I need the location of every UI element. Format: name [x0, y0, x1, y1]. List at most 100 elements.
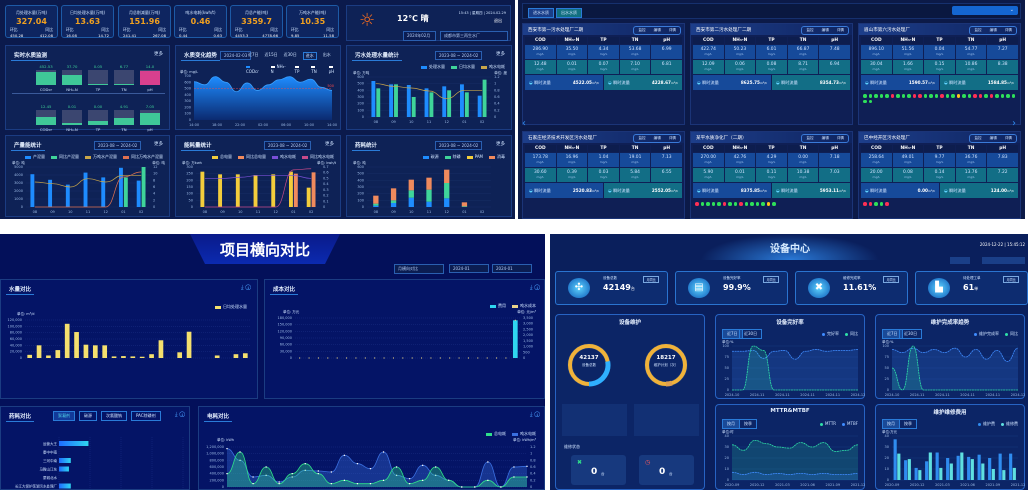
start-month-picker[interactable]: 2024-01 — [449, 264, 489, 273]
legend-item[interactable]: NH₃-N — [270, 64, 286, 74]
status-dot[interactable] — [940, 94, 944, 98]
status-dot[interactable] — [912, 94, 916, 98]
legend-item[interactable]: 完好率 — [822, 331, 839, 337]
detail-button[interactable]: 详情 — [1004, 28, 1012, 32]
plant-name[interactable]: 西安市第二污水处理厂二期 — [696, 28, 752, 33]
filter-select[interactable] — [950, 257, 970, 264]
legend-item[interactable]: PAM — [466, 154, 483, 160]
legend-item[interactable]: 日均水量 — [451, 64, 475, 70]
more-button[interactable]: 更多 — [154, 142, 163, 147]
status-dot[interactable] — [750, 202, 754, 206]
status-dot[interactable] — [863, 99, 867, 103]
edit-button[interactable]: 编辑 — [989, 136, 997, 140]
period-tab[interactable]: 按季 — [739, 419, 757, 429]
status-dot[interactable] — [868, 99, 872, 103]
status-dot[interactable] — [989, 94, 993, 98]
status-dot[interactable] — [874, 94, 878, 98]
legend-item[interactable]: 碳源 — [422, 154, 439, 160]
legend-item[interactable]: 同比产泥量 — [51, 154, 79, 160]
prev-arrow-icon[interactable]: ‹ — [522, 118, 526, 129]
plant-name[interactable]: 西安市第一污水处理厂二期 — [528, 28, 584, 33]
status-dot[interactable] — [929, 94, 933, 98]
status-dot[interactable] — [728, 202, 732, 206]
status-dot[interactable] — [984, 94, 988, 98]
status-dot[interactable] — [1000, 94, 1004, 98]
status-dot[interactable] — [962, 94, 966, 98]
status-dot[interactable] — [1011, 94, 1015, 98]
next-arrow-icon[interactable]: › — [1012, 118, 1016, 129]
legend-item[interactable]: 维护费 — [978, 421, 995, 427]
trend-filter-button[interactable]: 进水 — [302, 52, 317, 60]
trend-filter-button[interactable]: 出水 — [322, 52, 331, 57]
download-icon[interactable]: ⤓ ⓘ — [529, 411, 540, 418]
monitor-button[interactable]: 监控 — [806, 136, 814, 140]
status-dot[interactable] — [978, 94, 982, 98]
status-dot[interactable] — [945, 94, 949, 98]
download-icon[interactable]: ⤓ ⓘ — [529, 284, 540, 291]
legend-item[interactable]: MTTR — [820, 421, 836, 426]
monitor-button[interactable]: 监控 — [974, 136, 982, 140]
period-tab[interactable]: 按季 — [899, 419, 917, 429]
period-tab[interactable]: 近30日 — [739, 329, 763, 339]
status-dot[interactable] — [967, 94, 971, 98]
status-dot[interactable] — [885, 202, 889, 206]
mode-select[interactable]: 月横向对比 — [394, 264, 444, 274]
status-dot[interactable] — [901, 94, 905, 98]
detail-button[interactable]: 详情 — [1004, 136, 1012, 140]
legend-item[interactable]: pH — [328, 64, 340, 74]
plant-name[interactable]: 石家庄经济技术开发区污水处理厂 — [528, 136, 597, 141]
drug-tab[interactable]: 次氯酸钠 — [101, 411, 127, 421]
monitor-button[interactable]: 监控 — [638, 28, 646, 32]
legend-item[interactable]: 同比 — [845, 331, 858, 337]
plant-name[interactable]: 巴中经开区污水处理厂 — [864, 136, 910, 141]
status-dot[interactable] — [973, 94, 977, 98]
status-dot[interactable] — [722, 202, 726, 206]
logout-button[interactable]: 退出 — [494, 18, 502, 23]
plant-select[interactable]: 成都市第三再生水厂 — [440, 31, 508, 41]
plant-select[interactable]: ⌄ — [952, 6, 1018, 15]
more-button[interactable]: 更多 — [154, 52, 163, 57]
status-dot[interactable] — [918, 94, 922, 98]
monitor-button[interactable]: 监控 — [974, 28, 982, 32]
legend-item[interactable]: 同比总电量 — [238, 154, 266, 160]
status-dot[interactable] — [695, 202, 699, 206]
date-picker[interactable]: 2024-02-03 — [220, 51, 252, 60]
legend-item[interactable]: 维护完成率 — [974, 331, 999, 337]
drug-tab[interactable]: PAC除磷剂 — [131, 411, 161, 421]
download-icon[interactable]: ⤓ ⓘ — [240, 284, 251, 291]
status-dot[interactable] — [995, 94, 999, 98]
status-dot[interactable] — [863, 202, 867, 206]
more-button[interactable]: 更多 — [496, 142, 505, 147]
legend-item[interactable]: MTBF — [842, 421, 858, 426]
status-dot[interactable] — [934, 94, 938, 98]
plant-name[interactable]: 某平水质净化厂（二期） — [696, 136, 747, 141]
status-dot[interactable] — [1006, 94, 1010, 98]
edit-button[interactable]: 编辑 — [989, 28, 997, 32]
legend-item[interactable]: 处理水量 — [421, 64, 445, 70]
legend-item[interactable]: TN — [311, 64, 322, 74]
period-tab[interactable]: 近30日 — [899, 329, 923, 339]
date-range-picker[interactable]: 2023-08 ~ 2024-02 — [435, 51, 483, 60]
drug-tab[interactable]: 碳源 — [79, 411, 97, 421]
legend-item[interactable]: 同比万吨水产泥量 — [123, 154, 163, 160]
detail-button[interactable]: 详情 — [836, 136, 844, 140]
edit-button[interactable]: 编辑 — [653, 136, 661, 140]
monitor-button[interactable]: 监控 — [806, 28, 814, 32]
status-dot[interactable] — [863, 94, 867, 98]
detail-button[interactable]: 详情 — [668, 136, 676, 140]
year-select[interactable] — [982, 257, 1025, 264]
tab-inflow[interactable]: 进水水质 — [528, 8, 554, 18]
status-dot[interactable] — [879, 202, 883, 206]
status-dot[interactable] — [744, 202, 748, 206]
status-dot[interactable] — [874, 202, 878, 206]
legend-item[interactable]: 同比吨水电耗 — [302, 154, 334, 160]
edit-button[interactable]: 编辑 — [821, 136, 829, 140]
legend-item[interactable]: 同比 — [1005, 331, 1018, 337]
monitor-button[interactable]: 监控 — [638, 136, 646, 140]
edit-button[interactable]: 编辑 — [821, 28, 829, 32]
status-dot[interactable] — [868, 94, 872, 98]
legend-item[interactable]: 万吨水产泥量 — [85, 154, 117, 160]
status-dot[interactable] — [706, 202, 710, 206]
date-range-picker[interactable]: 2023-08 ~ 2024-02 — [94, 141, 142, 150]
status-dot[interactable] — [879, 94, 883, 98]
